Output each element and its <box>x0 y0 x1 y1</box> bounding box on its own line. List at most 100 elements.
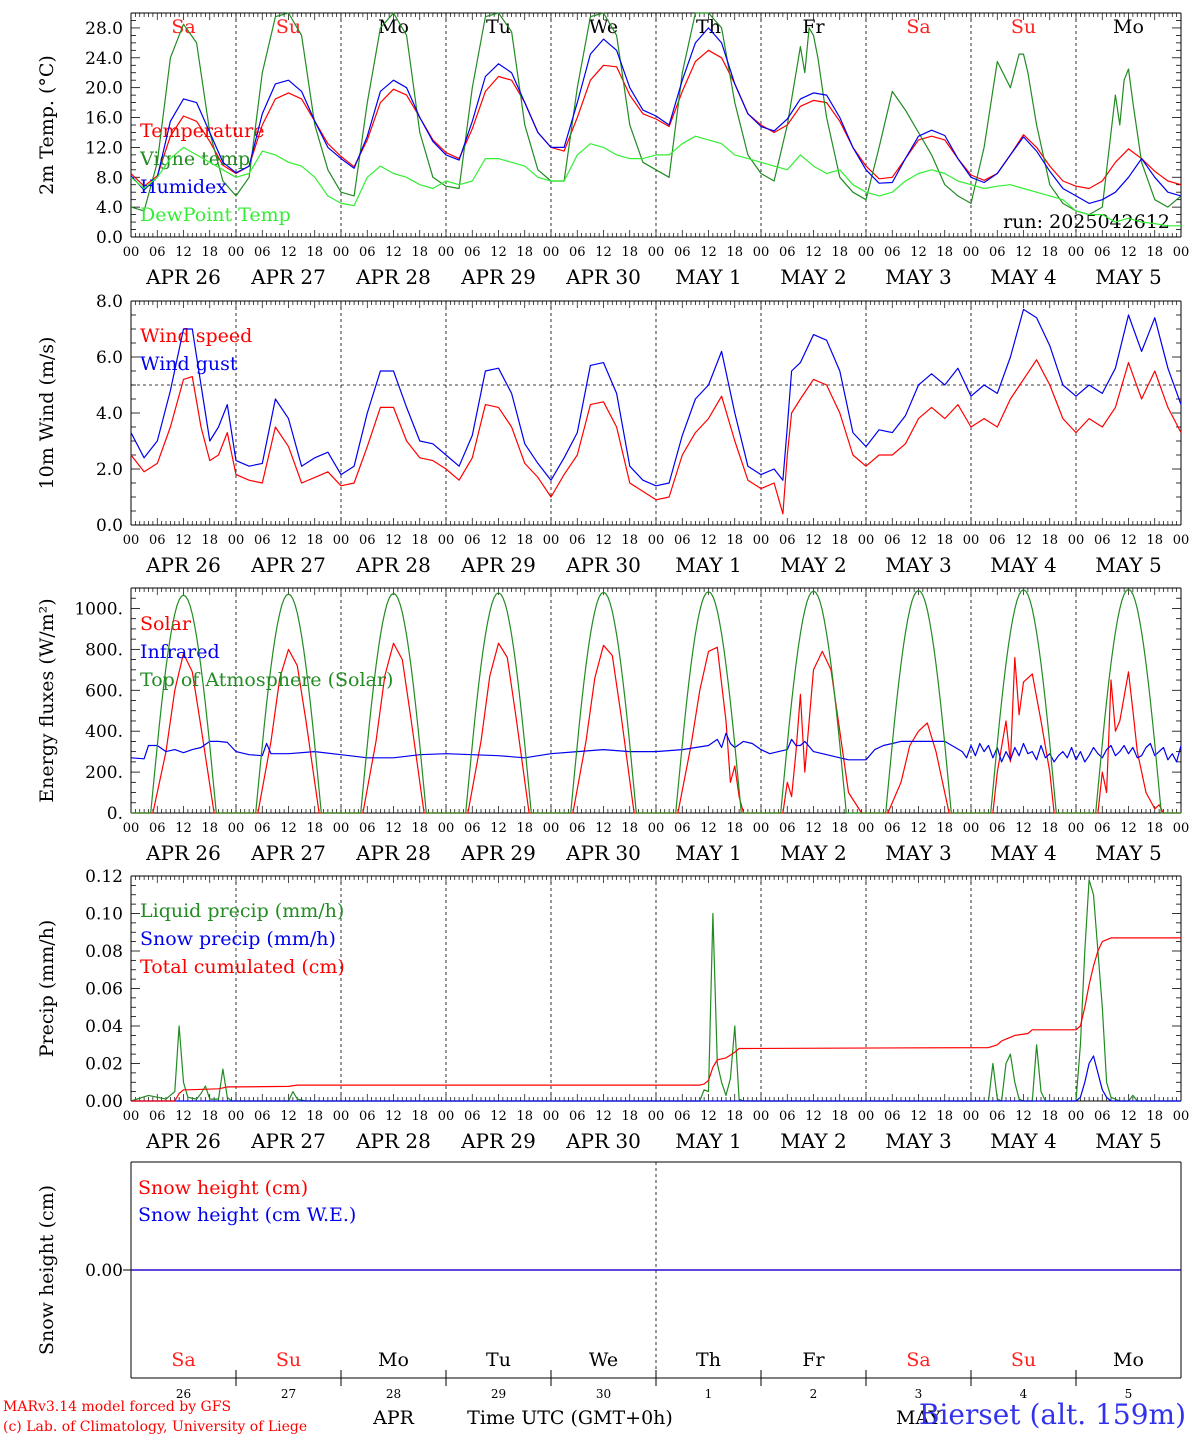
hour-label: 12 <box>595 821 612 836</box>
hour-label: 00 <box>1173 1109 1190 1124</box>
hour-label: 06 <box>359 1109 376 1124</box>
date-label: APR 28 <box>355 553 431 577</box>
hour-label: 18 <box>201 821 218 836</box>
y-tick-label: 2.0 <box>96 460 123 480</box>
hour-label: 00 <box>543 245 560 260</box>
weekday-label: Fr <box>802 1349 825 1371</box>
hour-label: 18 <box>201 1109 218 1124</box>
date-label: MAY 1 <box>675 841 741 865</box>
day-number: 4 <box>1020 1387 1028 1401</box>
hour-label: 00 <box>438 821 455 836</box>
hour-label: 12 <box>700 533 717 548</box>
hour-label: 12 <box>595 533 612 548</box>
y-tick-label: 8.0 <box>96 168 123 188</box>
day-number: 2 <box>810 1387 818 1401</box>
hour-label: 18 <box>306 245 323 260</box>
date-label: APR 29 <box>460 1129 536 1153</box>
hour-label: 00 <box>1068 533 1085 548</box>
hour-label: 00 <box>858 245 875 260</box>
hour-label: 06 <box>779 821 796 836</box>
weekday-label: Sa <box>906 16 930 38</box>
hour-label: 18 <box>831 533 848 548</box>
y-tick-label: 6.0 <box>96 348 123 368</box>
hour-label: 12 <box>385 821 402 836</box>
hour-label: 06 <box>779 245 796 260</box>
hour-label: 12 <box>385 533 402 548</box>
y-axis-title: Snow height (cm) <box>36 1185 58 1355</box>
y-tick-label: 1000. <box>74 599 123 619</box>
date-label: MAY 2 <box>780 265 846 289</box>
hour-label: 00 <box>648 245 665 260</box>
legend-entry: Wind speed <box>140 325 252 347</box>
hour-label: 18 <box>516 533 533 548</box>
hour-label: 00 <box>228 821 245 836</box>
y-tick-label: 24.0 <box>85 49 123 69</box>
date-label: MAY 4 <box>990 1129 1056 1153</box>
hour-label: 12 <box>700 1109 717 1124</box>
hour-label: 18 <box>726 245 743 260</box>
hour-label: 18 <box>621 245 638 260</box>
hour-label: 12 <box>910 1109 927 1124</box>
hour-label: 12 <box>1120 821 1137 836</box>
hour-label: 12 <box>280 533 297 548</box>
y-axis-title: 2m Temp. (°C) <box>36 55 58 195</box>
hour-label: 00 <box>438 1109 455 1124</box>
hour-label: 12 <box>595 1109 612 1124</box>
legend-entry: Snow precip (mm/h) <box>140 928 336 950</box>
date-label: MAY 1 <box>675 265 741 289</box>
series-line-wind-gust <box>130 308 1182 487</box>
hour-label: 00 <box>963 821 980 836</box>
hour-label: 06 <box>1094 245 1111 260</box>
hour-label: 18 <box>726 533 743 548</box>
weekday-label: Tu <box>486 16 511 38</box>
hour-label: 06 <box>359 821 376 836</box>
run-label: run: 2025042612 <box>1003 211 1170 233</box>
hour-label: 06 <box>254 821 271 836</box>
day-number: 27 <box>281 1387 296 1401</box>
hour-label: 00 <box>543 1109 560 1124</box>
hour-label: 18 <box>936 533 953 548</box>
hour-label: 12 <box>910 245 927 260</box>
day-number: 1 <box>705 1387 713 1401</box>
hour-label: 00 <box>648 533 665 548</box>
date-label: MAY 5 <box>1095 265 1161 289</box>
weekday-label: We <box>589 1349 618 1371</box>
hour-label: 00 <box>1068 245 1085 260</box>
hour-label: 00 <box>753 245 770 260</box>
hour-label: 12 <box>175 1109 192 1124</box>
series-line-total-cumulated-cm <box>131 937 1181 1102</box>
hour-label: 00 <box>963 1109 980 1124</box>
date-label: APR 26 <box>145 553 221 577</box>
hour-label: 06 <box>674 1109 691 1124</box>
y-tick-label: 8.0 <box>96 292 123 312</box>
weekday-label: Su <box>1011 16 1036 38</box>
hour-label: 00 <box>858 821 875 836</box>
month-label: MAY <box>896 1407 941 1429</box>
weekday-label: Th <box>696 1349 721 1371</box>
y-tick-label: 4.0 <box>96 198 123 218</box>
hour-label: 06 <box>569 821 586 836</box>
hour-label: 18 <box>201 533 218 548</box>
hour-label: 12 <box>385 245 402 260</box>
hour-label: 06 <box>464 1109 481 1124</box>
hour-label: 12 <box>1015 533 1032 548</box>
hour-label: 12 <box>805 245 822 260</box>
legend-entry: Temperature <box>140 120 264 142</box>
hour-label: 06 <box>1094 533 1111 548</box>
date-label: APR 29 <box>460 553 536 577</box>
y-tick-label: 800. <box>85 640 123 660</box>
hour-label: 18 <box>411 821 428 836</box>
day-number: 28 <box>386 1387 401 1401</box>
hour-label: 12 <box>595 245 612 260</box>
hour-label: 00 <box>333 1109 350 1124</box>
hour-label: 00 <box>648 1109 665 1124</box>
hour-label: 12 <box>910 533 927 548</box>
station-name: Bierset (alt. 159m) <box>918 1398 1186 1431</box>
date-label: APR 30 <box>565 841 641 865</box>
series-line-wind-speed <box>130 359 1182 515</box>
hour-label: 12 <box>1015 821 1032 836</box>
hour-label: 00 <box>648 821 665 836</box>
hour-label: 18 <box>621 821 638 836</box>
